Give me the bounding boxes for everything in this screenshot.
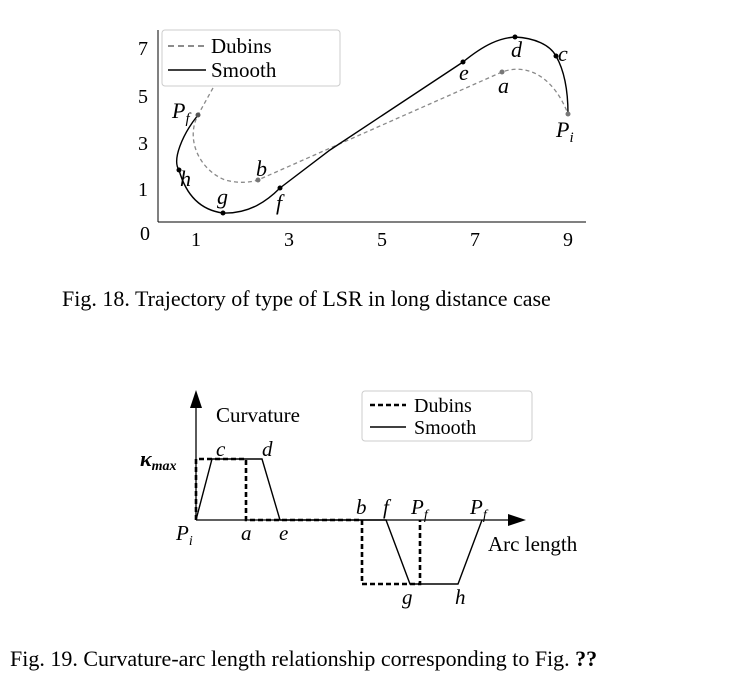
fig18-label-d: d: [511, 37, 523, 62]
fig18-legend-dubins-label: Dubins: [211, 34, 272, 58]
fig18-ytick-3: 3: [138, 133, 148, 155]
fig18-label-a: a: [498, 73, 509, 98]
fig18-legend-box: [161, 29, 341, 87]
fig19-y-arrowhead: [190, 390, 202, 408]
fig19-label-h: h: [455, 585, 466, 609]
fig18-point-c-marker: [553, 53, 559, 59]
fig19-label-pf1: Pf: [410, 495, 430, 523]
fig19-legend-box: [361, 390, 533, 442]
fig18-ytick-7: 7: [138, 38, 148, 60]
fig19-label-a: a: [241, 521, 252, 545]
fig19-x-arrowhead: [508, 514, 526, 526]
fig18-point-pi-marker: [565, 111, 571, 117]
fig19-legend-dubins-label: Dubins: [414, 395, 472, 417]
fig18-plot: 7 5 3 1 0 1 3 5 7 9 Pf Pi a b c d e f: [138, 29, 586, 251]
fig18-point-g-marker: [220, 210, 226, 216]
fig18-label-pi: Pi: [555, 117, 574, 146]
fig18-point-a-marker: [499, 69, 505, 75]
fig19-kmax-label: κmax: [140, 446, 177, 474]
fig18-xtick-1: 1: [191, 229, 201, 251]
fig19-label-e: e: [279, 521, 288, 545]
fig19-caption: Fig. 19. Curvature-arc length relationsh…: [10, 646, 598, 671]
fig18-caption: Fig. 18. Trajectory of type of LSR in lo…: [62, 286, 551, 311]
fig18-ytick-5: 5: [138, 86, 148, 108]
fig18-point-d-marker: [512, 34, 518, 40]
fig19-smooth-curve: [195, 458, 483, 585]
fig19-label-f: f: [383, 495, 392, 519]
fig19-label-d: d: [262, 437, 273, 461]
fig19-plot: Curvature Arc length κmax c d Pi a e b f…: [140, 390, 578, 609]
fig18-point-f-marker: [277, 185, 283, 191]
fig18-xtick-5: 5: [377, 229, 387, 251]
fig18-point-pf-marker: [195, 112, 201, 118]
fig19-label-pi: Pi: [175, 521, 193, 549]
fig19-legend-smooth-label: Smooth: [414, 417, 476, 439]
fig18-label-h: h: [180, 166, 191, 191]
fig18-label-f: f: [276, 190, 285, 215]
fig18-label-b: b: [256, 156, 267, 181]
fig18-xtick-3: 3: [284, 229, 294, 251]
fig19-label-b: b: [356, 495, 367, 519]
fig18-ytick-0: 0: [140, 223, 150, 245]
fig19-x-axis-label: Arc length: [488, 532, 578, 556]
fig18-xtick-7: 7: [470, 229, 480, 251]
fig18-label-pf: Pf: [171, 98, 191, 127]
fig19-label-g: g: [402, 585, 413, 609]
fig19-y-axis-label: Curvature: [216, 403, 300, 427]
fig18-legend-smooth-label: Smooth: [211, 58, 277, 82]
fig18-point-e-marker: [460, 59, 466, 65]
fig18-ytick-1: 1: [138, 179, 148, 201]
fig18-dubins-path: [192, 68, 569, 183]
fig19-label-pf2: Pf: [469, 495, 489, 523]
fig18-xtick-9: 9: [563, 229, 573, 251]
fig18-point-h-marker: [176, 167, 182, 173]
fig18-label-g: g: [217, 184, 228, 209]
fig18-label-e: e: [459, 60, 469, 85]
fig18-point-b-marker: [255, 177, 261, 183]
fig18-label-c: c: [558, 41, 568, 66]
fig19-label-c: c: [216, 437, 226, 461]
